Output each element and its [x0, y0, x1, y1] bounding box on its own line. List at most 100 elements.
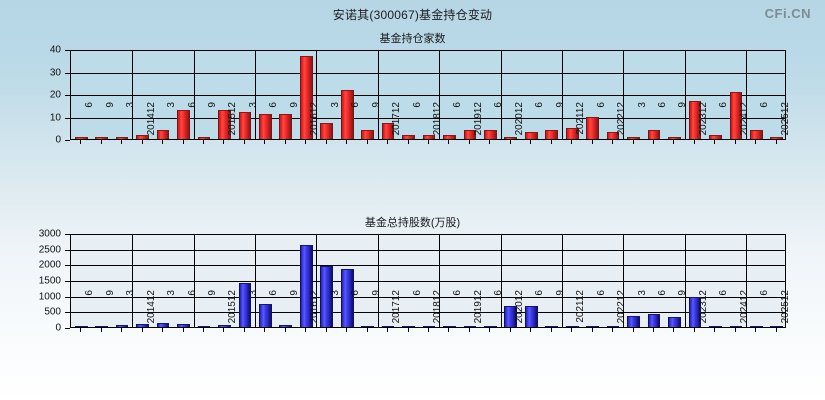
y-axis-tick [65, 95, 70, 96]
plot-box-1 [70, 234, 786, 328]
gridline-vertical [194, 51, 195, 139]
gridline-vertical [562, 235, 563, 327]
x-axis-tick [428, 328, 429, 332]
y-axis-tick [65, 50, 70, 51]
y-axis-label: 500 [44, 306, 61, 318]
x-axis-tick [101, 140, 102, 144]
x-axis-tick [653, 140, 654, 144]
x-axis-tick [755, 140, 756, 144]
chart-plot-area-1: 0 500 1000 1500 2000 2500 3000 6 9 3 201412 3 6 9 2015… [0, 229, 825, 398]
bar [238, 112, 252, 139]
bar [668, 136, 681, 139]
gridline-horizontal [71, 72, 785, 74]
page-title: 安诺其(300067)基金持仓变动 [332, 8, 493, 22]
x-axis-tick [653, 328, 654, 332]
x-axis-tick [489, 140, 490, 144]
gridline-horizontal [71, 312, 785, 314]
bar [381, 325, 395, 327]
x-axis-label: 6 [268, 102, 280, 108]
bar [361, 130, 374, 139]
x-axis-tick [326, 328, 327, 332]
y-axis-label: 1000 [38, 291, 61, 303]
x-axis-tick [694, 328, 695, 332]
bar [361, 325, 374, 327]
gridline-horizontal [71, 117, 785, 119]
gridline-horizontal [71, 234, 785, 235]
x-axis-tick [367, 140, 368, 144]
x-axis-label: 9 [206, 102, 218, 108]
bar [340, 89, 354, 139]
x-axis-label: 6 [595, 290, 607, 296]
x-axis-tick [408, 328, 409, 332]
x-axis-tick [510, 140, 511, 144]
x-axis-tick [244, 140, 245, 144]
x-axis-label: 3 [329, 290, 341, 296]
x-axis-label: 201412 [145, 290, 157, 324]
gridline-vertical [439, 51, 440, 139]
x-axis-tick [592, 140, 593, 144]
x-axis-tick [489, 328, 490, 332]
bar [74, 325, 88, 327]
bar [545, 325, 559, 327]
bar [74, 136, 88, 139]
x-axis-label: 202412 [738, 290, 750, 324]
x-axis-tick [203, 140, 204, 144]
bar [647, 130, 661, 139]
x-axis-label: 6 [186, 102, 198, 108]
x-axis-tick [264, 140, 265, 144]
watermark-logo: CFi.CN [764, 6, 811, 21]
y-axis-tick [65, 72, 70, 74]
bar [749, 325, 763, 327]
x-axis-tick [735, 328, 736, 332]
gridline-vertical [316, 51, 317, 139]
bar [627, 316, 640, 327]
x-axis-label: 6 [718, 290, 730, 296]
bar [688, 297, 702, 327]
x-axis-label: 202112 [575, 102, 587, 135]
x-axis-label: 201912 [472, 102, 484, 136]
bar [606, 132, 620, 139]
bar [709, 134, 722, 139]
x-axis-tick [714, 328, 715, 332]
bar [443, 325, 456, 327]
x-axis-label: 9 [104, 102, 116, 108]
gridline-vertical [378, 235, 379, 327]
x-axis-label: 202212 [616, 102, 628, 136]
bar [218, 109, 231, 139]
x-axis-label: 202012 [513, 102, 525, 136]
x-axis-label: 201712 [391, 102, 403, 136]
x-axis-tick [223, 140, 224, 144]
x-axis-label: 201812 [432, 102, 443, 136]
x-axis-label: 3 [329, 102, 341, 108]
gridline-vertical [255, 51, 256, 139]
x-axis-tick [612, 328, 613, 332]
y-axis-tick [65, 265, 70, 267]
bar [218, 325, 231, 327]
x-axis-label: 3 [636, 102, 648, 108]
x-axis-label: 201512 [227, 290, 239, 324]
x-axis-label: 201712 [391, 290, 403, 324]
bar [156, 323, 170, 327]
bar [381, 123, 395, 139]
bar [606, 325, 620, 327]
x-axis-label: 6 [759, 102, 771, 108]
x-axis-label: 201912 [472, 290, 484, 324]
x-axis-label: 201612 [309, 290, 321, 324]
bar [422, 134, 436, 139]
bar [177, 323, 190, 327]
x-axis-label: 9 [677, 102, 689, 108]
gridline-vertical [562, 51, 563, 139]
bar [729, 325, 743, 327]
x-axis-label: 6 [186, 290, 198, 296]
gridline-vertical [132, 235, 133, 327]
y-axis-tick [65, 234, 70, 235]
plot-box-0 [70, 50, 786, 140]
bar [565, 325, 579, 327]
x-axis-label: 3 [166, 102, 178, 108]
x-axis-tick [223, 328, 224, 332]
gridline-vertical [439, 235, 440, 327]
bar [443, 134, 456, 139]
gridline-vertical [746, 51, 747, 139]
x-axis-label: 6 [411, 102, 423, 108]
x-axis-label: 6 [84, 290, 96, 296]
